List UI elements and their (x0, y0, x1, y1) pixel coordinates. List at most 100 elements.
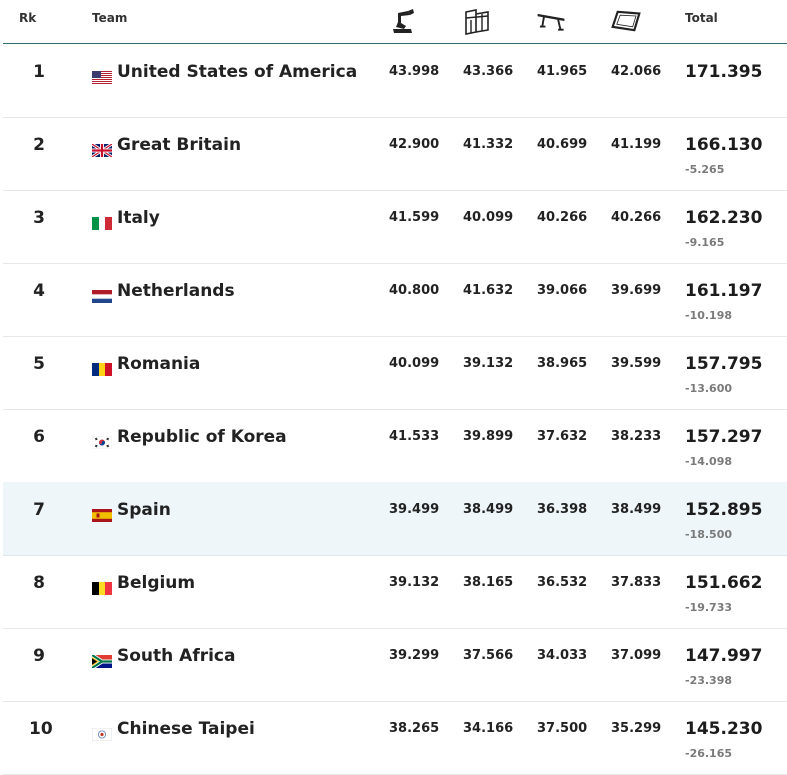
table-row[interactable]: 6 Republic of Korea 41.533 39.899 37.632 38.2… (3, 409, 787, 483)
rank-number: 3 (33, 208, 45, 228)
floor-score: 39.599 (611, 356, 662, 371)
total-score: 145.230 (685, 719, 763, 739)
vault-score: 41.533 (389, 429, 440, 444)
table-row[interactable]: 2 Great Britain 42.900 41.332 40.699 41.199 16… (3, 117, 787, 191)
table-row[interactable]: 1 United States of America 43.998 43.366 41.… (3, 44, 787, 118)
kor-flag-icon (91, 434, 113, 450)
score-gap: -5.265 (685, 163, 725, 176)
total-score: 162.230 (685, 208, 763, 228)
bars-score: 41.632 (463, 283, 514, 298)
tpe-flag-icon (91, 726, 113, 742)
table-row[interactable]: 8 Belgium 39.132 38.165 36.532 37.833 151.662 -… (3, 555, 787, 629)
total-score: 152.895 (685, 500, 763, 520)
bars-score: 39.899 (463, 429, 514, 444)
beam-score: 40.266 (537, 210, 588, 225)
beam-score: 36.398 (537, 502, 588, 517)
beam-score: 36.532 (537, 575, 588, 590)
floor-score: 38.233 (611, 429, 662, 444)
beam-score: 41.965 (537, 64, 588, 79)
floor-score: 35.299 (611, 721, 662, 736)
total-column-header: Total (685, 11, 718, 25)
score-gap: -9.165 (685, 236, 725, 249)
rank-number: 4 (33, 281, 45, 301)
rank-number: 1 (33, 62, 45, 82)
bel-flag-icon (92, 580, 112, 595)
rank-column-header: Rk (19, 11, 37, 25)
bars-score: 34.166 (463, 721, 514, 736)
ned-flag-icon (92, 288, 112, 303)
team-name[interactable]: Italy (117, 208, 160, 228)
bars-score: 37.566 (463, 648, 514, 663)
vault-score: 42.900 (389, 137, 440, 152)
vault-score: 38.265 (389, 721, 440, 736)
floor-score: 41.199 (611, 137, 662, 152)
beam-score: 37.632 (537, 429, 588, 444)
floor-score: 40.266 (611, 210, 662, 225)
rou-flag-icon (92, 361, 112, 376)
rank-number: 10 (29, 719, 53, 739)
floor-score: 38.499 (611, 502, 662, 517)
vault-score: 40.099 (389, 356, 440, 371)
team-column-header: Team (92, 11, 128, 25)
uneven-bars-icon (465, 9, 489, 35)
table-header: Rk Team Total (3, 0, 787, 44)
team-name[interactable]: Republic of Korea (117, 427, 287, 447)
total-score: 157.297 (685, 427, 763, 447)
rank-number: 6 (33, 427, 45, 447)
team-name[interactable]: Romania (117, 354, 201, 374)
esp-flag-icon (92, 507, 112, 522)
bars-score: 40.099 (463, 210, 514, 225)
usa-flag-icon (92, 69, 112, 84)
bars-score: 43.366 (463, 64, 514, 79)
table-row[interactable]: 7 Spain 39.499 38.499 36.398 38.499 152.895 -18… (3, 482, 787, 556)
rank-number: 8 (33, 573, 45, 593)
beam-score: 38.965 (537, 356, 588, 371)
table-row[interactable]: 4 Netherlands 40.800 41.632 39.066 39.699 161.… (3, 263, 787, 337)
score-gap: -13.600 (685, 382, 733, 395)
vault-score: 43.998 (389, 64, 440, 79)
ita-flag-icon (92, 215, 112, 230)
vault-score: 39.499 (389, 502, 440, 517)
bars-score: 38.165 (463, 575, 514, 590)
team-name[interactable]: Great Britain (117, 135, 242, 155)
rank-number: 5 (33, 354, 45, 374)
floor-score: 42.066 (611, 64, 662, 79)
team-name[interactable]: Spain (117, 500, 171, 520)
team-name[interactable]: South Africa (117, 646, 236, 666)
vault-score: 39.132 (389, 575, 440, 590)
gbr-flag-icon (91, 142, 113, 159)
floor-exercise-icon (611, 10, 641, 32)
score-gap: -18.500 (685, 528, 733, 541)
beam-score: 37.500 (537, 721, 588, 736)
vault-icon (393, 9, 414, 33)
rsa-flag-icon (90, 653, 112, 670)
vault-score: 41.599 (389, 210, 440, 225)
team-name[interactable]: Belgium (117, 573, 196, 593)
total-score: 171.395 (685, 62, 763, 82)
total-score: 166.130 (685, 135, 763, 155)
team-name[interactable]: Chinese Taipei (117, 719, 255, 739)
team-name[interactable]: United States of America (117, 62, 358, 82)
table-row[interactable]: 9 South Africa 39.299 37.566 34.033 37.099 147… (3, 628, 787, 702)
total-score: 161.197 (685, 281, 763, 301)
score-gap: -26.165 (685, 747, 733, 760)
score-gap: -14.098 (685, 455, 733, 468)
rank-number: 7 (33, 500, 45, 520)
beam-score: 39.066 (537, 283, 588, 298)
total-score: 151.662 (685, 573, 763, 593)
team-ranking-table: Rk Team Total 1 United States of America 4… (3, 0, 787, 775)
bars-score: 39.132 (463, 356, 514, 371)
bars-score: 41.332 (463, 137, 514, 152)
vault-score: 39.299 (389, 648, 440, 663)
floor-score: 39.699 (611, 283, 662, 298)
floor-score: 37.833 (611, 575, 662, 590)
balance-beam-icon (537, 13, 565, 31)
rank-number: 9 (33, 646, 45, 666)
table-row[interactable]: 5 Romania 40.099 39.132 38.965 39.599 157.795 -… (3, 336, 787, 410)
bars-score: 38.499 (463, 502, 514, 517)
table-row[interactable]: 3 Italy 41.599 40.099 40.266 40.266 162.230 -9.… (3, 190, 787, 264)
beam-score: 34.033 (537, 648, 588, 663)
total-score: 147.997 (685, 646, 763, 666)
table-row[interactable]: 10 Chinese Taipei 38.265 34.166 37.500 35.299… (3, 701, 787, 775)
team-name[interactable]: Netherlands (117, 281, 235, 301)
